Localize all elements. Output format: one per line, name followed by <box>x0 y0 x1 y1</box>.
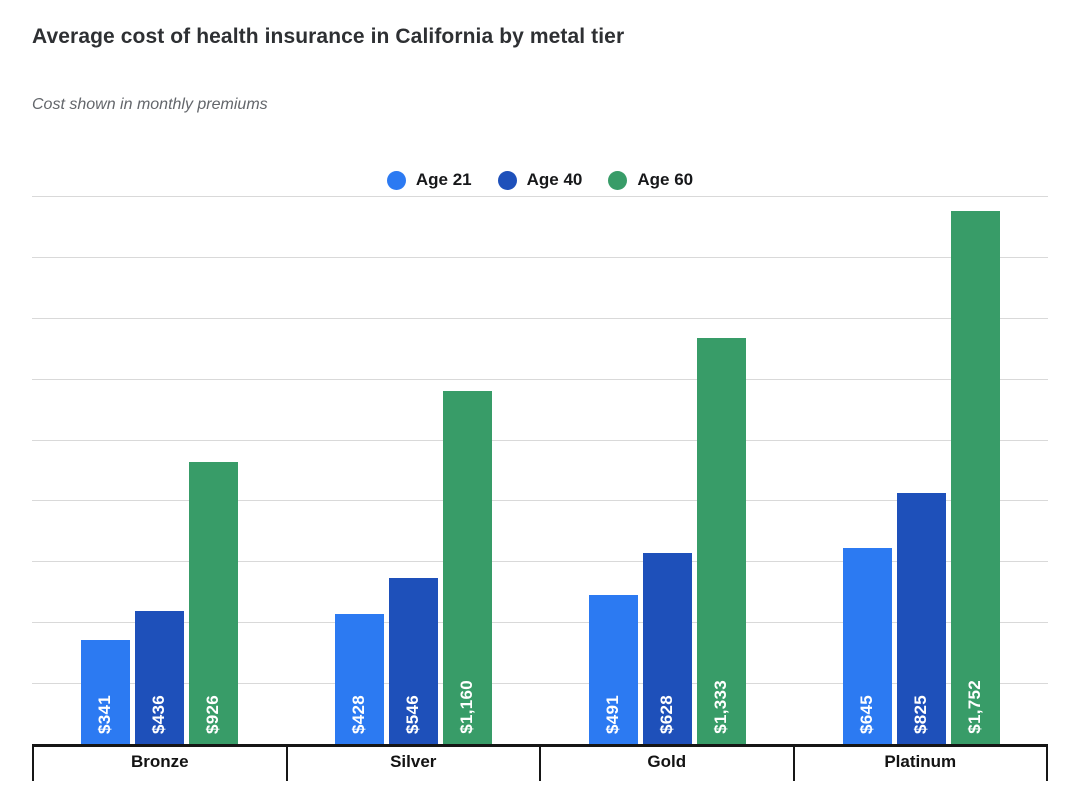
bar-value-label: $645 <box>857 694 876 734</box>
legend-label: Age 21 <box>415 170 472 189</box>
bar-group-bronze: $341 $436 $926 <box>32 196 286 744</box>
gridline-1200 <box>32 378 1048 380</box>
bar-groups: $341 $436 $926 $428 $546 $1,160 $491 $628 $1,333… <box>32 196 1048 744</box>
legend: Age 21 Age 40 Age 60 <box>32 166 1048 194</box>
category-label: Silver <box>390 752 437 771</box>
bar-group-gold: $491 $628 $1,333 <box>540 196 794 744</box>
gridline-1600 <box>32 256 1048 258</box>
bar-silver-age-40: $546 <box>388 577 438 744</box>
bar-value-label: $546 <box>403 694 422 734</box>
category-axis: Bronze Silver Gold Platinum <box>32 744 1048 781</box>
bar-gold-age-21: $491 <box>588 594 638 744</box>
bar-platinum-age-21: $645 <box>842 547 892 744</box>
category-label: Gold <box>647 752 687 771</box>
legend-item-age-21: Age 21 <box>386 170 472 190</box>
bar-bronze-age-40: $436 <box>134 611 184 744</box>
bar-value-label: $341 <box>95 694 114 734</box>
axis-cell-silver: Silver <box>285 747 540 781</box>
bar-bronze-age-60: $926 <box>188 462 238 744</box>
axis-cell-platinum: Platinum <box>792 747 1048 781</box>
bar-silver-age-21: $428 <box>334 613 384 744</box>
plot-area: $341 $436 $926 $428 $546 $1,160 $491 $628 $1,333… <box>32 196 1048 744</box>
bar-silver-age-60: $1,160 <box>442 390 492 744</box>
gridline-400 <box>32 622 1048 624</box>
category-label: Bronze <box>130 752 189 771</box>
legend-item-age-40: Age 40 <box>497 170 583 190</box>
bar-group-platinum: $645 $825 $1,752 <box>794 196 1048 744</box>
bar-value-label: $628 <box>657 694 676 734</box>
chart-page: Average cost of health insurance in Cali… <box>32 25 1048 781</box>
axis-cell-bronze: Bronze <box>32 747 286 781</box>
axis-cell-gold: Gold <box>539 747 793 781</box>
bar-value-label: $1,333 <box>711 680 730 734</box>
gridline-800 <box>32 500 1048 502</box>
bar-value-label: $491 <box>603 694 622 734</box>
bar-bronze-age-21: $341 <box>80 640 130 744</box>
bar-value-label: $1,160 <box>457 680 476 734</box>
gridline-1400 <box>32 317 1048 319</box>
bar-value-label: $825 <box>911 694 930 734</box>
legend-item-age-60: Age 60 <box>608 170 693 190</box>
bar-group-silver: $428 $546 $1,160 <box>286 196 540 744</box>
bar-value-label: $436 <box>149 694 168 734</box>
legend-label: Age 60 <box>637 170 694 189</box>
bar-platinum-age-60: $1,752 <box>950 210 1000 744</box>
legend-dot-age-21 <box>386 170 406 190</box>
bar-value-label: $1,752 <box>965 680 984 734</box>
bar-value-label: $428 <box>349 694 368 734</box>
bar-gold-age-40: $628 <box>642 552 692 744</box>
legend-dot-age-40 <box>497 170 517 190</box>
chart-title: Average cost of health insurance in Cali… <box>32 25 625 48</box>
bar-gold-age-60: $1,333 <box>696 338 746 744</box>
legend-label: Age 40 <box>526 170 583 189</box>
gridline-1000 <box>32 439 1048 441</box>
bar-value-label: $926 <box>203 694 222 734</box>
bar-platinum-age-40: $825 <box>896 492 946 744</box>
chart-subtitle: Cost shown in monthly premiums <box>32 96 268 113</box>
legend-dot-age-60 <box>608 170 628 190</box>
gridline-200 <box>32 683 1048 685</box>
gridline-600 <box>32 561 1048 563</box>
category-label: Platinum <box>884 752 957 771</box>
gridline-1800 <box>32 196 1048 197</box>
